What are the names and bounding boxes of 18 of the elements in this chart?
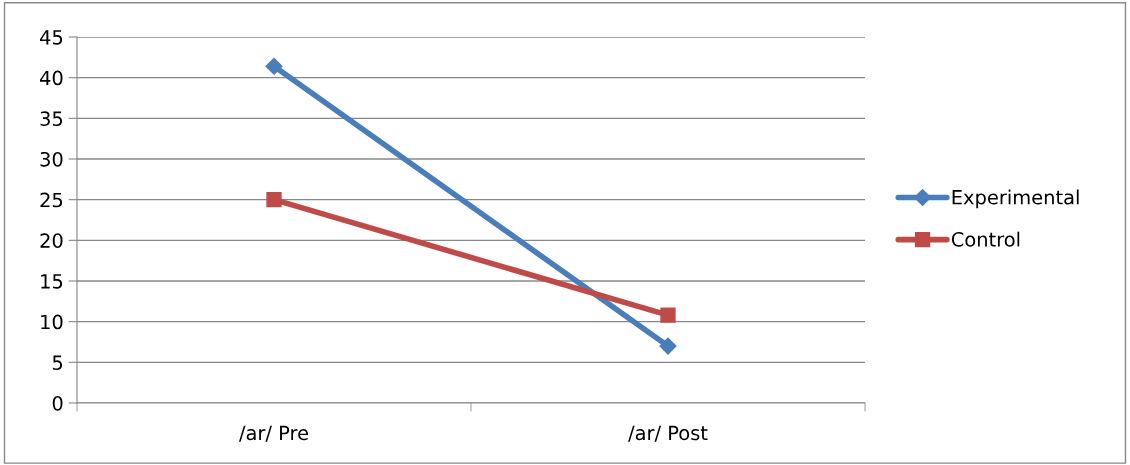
point [265, 57, 283, 75]
legend-label: Experimental [952, 189, 1079, 209]
y-tick-label: 20 [40, 233, 63, 248]
y-tick-label: 35 [40, 111, 63, 126]
y-tick-label: 30 [40, 151, 63, 167]
x-tick-label: /ar/ Pre [238, 425, 309, 442]
legend-label: Control [951, 231, 1020, 247]
point [266, 192, 282, 208]
point [659, 337, 677, 355]
y-tick-label: 0 [52, 395, 63, 411]
y-tick-label: 5 [52, 355, 63, 370]
y-tick-label: 25 [40, 192, 63, 208]
y-tick-label: 45 [40, 30, 63, 45]
x-tick-label: /ar/ Post [628, 425, 708, 442]
y-tick-label: 10 [41, 314, 63, 330]
point [660, 307, 676, 323]
y-tick-label: 15 [41, 274, 63, 289]
y-tick-label: 40 [40, 70, 63, 86]
